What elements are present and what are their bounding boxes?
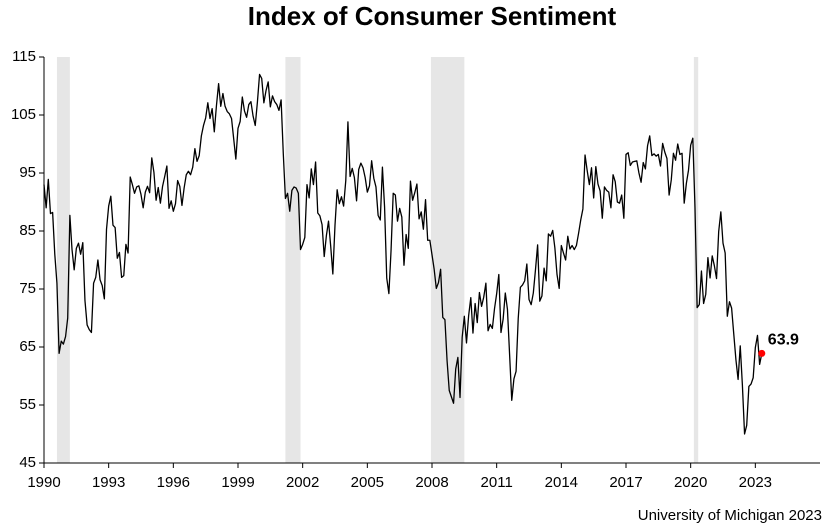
recession-band (56, 57, 70, 463)
y-tick-label: 105 (11, 106, 36, 123)
x-tick-label: 2020 (674, 474, 707, 491)
x-tick-label: 2023 (739, 474, 772, 491)
x-tick-label: 1990 (27, 474, 60, 491)
chart-title: Index of Consumer Sentiment (248, 1, 617, 31)
y-tick-label: 75 (19, 280, 36, 297)
x-tick-label: 2008 (415, 474, 448, 491)
y-tick-label: 45 (19, 454, 36, 471)
last-point (758, 349, 766, 357)
x-tick-label: 2011 (481, 474, 513, 491)
recession-band (430, 57, 465, 463)
x-tick-label: 2002 (286, 474, 319, 491)
last-point-label: 63.9 (768, 332, 799, 349)
y-tick-label: 55 (19, 396, 36, 413)
x-tick-label: 2017 (609, 474, 642, 491)
y-tick-label: 115 (12, 48, 36, 65)
recession-band (285, 57, 301, 463)
source: University of Michigan 2023 (638, 507, 822, 524)
x-tick-label: 2014 (545, 474, 578, 491)
y-tick-label: 95 (19, 164, 36, 181)
y-tick-label: 65 (19, 338, 36, 355)
y-tick-label: 85 (19, 222, 36, 239)
x-tick-label: 1993 (92, 474, 125, 491)
x-tick-label: 1999 (221, 474, 254, 491)
series-line (43, 73, 763, 435)
x-tick-label: 1996 (157, 474, 190, 491)
x-tick-label: 2005 (351, 474, 384, 491)
